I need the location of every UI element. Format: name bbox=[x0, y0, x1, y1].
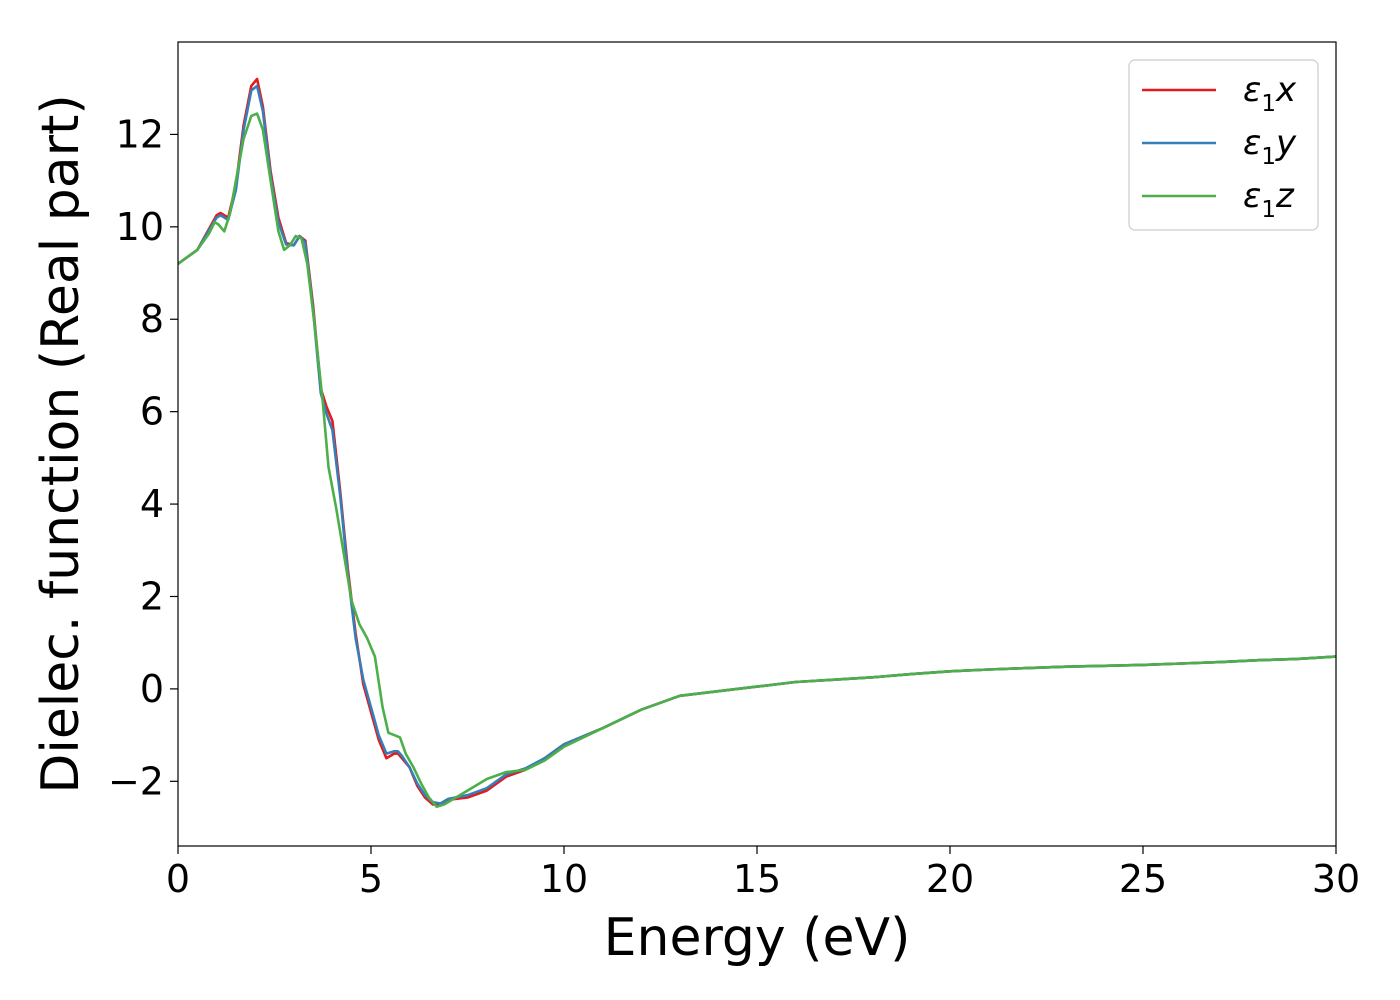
legend-label-subscript: 1 bbox=[1261, 91, 1276, 117]
y-tick-label: 12 bbox=[116, 112, 164, 156]
legend-label-base: ε bbox=[1243, 123, 1261, 163]
y-tick-label: 0 bbox=[140, 667, 164, 711]
y-axis-label: Dielec. function (Real part) bbox=[31, 94, 91, 793]
legend-label-base: ε bbox=[1243, 70, 1261, 110]
legend-label-suffix: z bbox=[1275, 176, 1295, 216]
x-axis-label: Energy (eV) bbox=[604, 908, 911, 968]
y-tick-label: 2 bbox=[140, 574, 164, 618]
x-tick-label: 10 bbox=[540, 857, 588, 901]
y-tick-label: −2 bbox=[108, 759, 164, 803]
x-axis-ticks: 0 5 10 15 20 25 30 bbox=[166, 846, 1360, 901]
x-tick-label: 30 bbox=[1312, 857, 1360, 901]
legend-label-suffix: x bbox=[1275, 70, 1297, 110]
x-tick-label: 25 bbox=[1119, 857, 1167, 901]
x-tick-label: 0 bbox=[166, 857, 190, 901]
legend-box bbox=[1128, 59, 1319, 231]
y-tick-label: 4 bbox=[140, 482, 164, 526]
legend-label-z: ε1z bbox=[1243, 176, 1295, 223]
x-tick-label: 20 bbox=[926, 857, 974, 901]
x-tick-label: 5 bbox=[359, 857, 383, 901]
legend-label-base: ε bbox=[1243, 176, 1261, 216]
y-tick-label: 8 bbox=[140, 297, 164, 341]
series-layer bbox=[178, 77, 1336, 808]
legend-label-y: ε1y bbox=[1243, 123, 1297, 170]
legend-label-x: ε1x bbox=[1243, 70, 1297, 117]
legend-label-subscript: 1 bbox=[1261, 144, 1276, 170]
y-axis-ticks: −2 0 2 4 6 8 10 12 bbox=[108, 112, 178, 803]
y-tick-label: 6 bbox=[140, 390, 164, 434]
legend-label-suffix: y bbox=[1275, 123, 1297, 163]
x-tick-label: 15 bbox=[733, 857, 781, 901]
y-tick-label: 10 bbox=[116, 205, 164, 249]
series-line-z bbox=[178, 112, 1336, 808]
legend-label-subscript: 1 bbox=[1261, 197, 1276, 223]
